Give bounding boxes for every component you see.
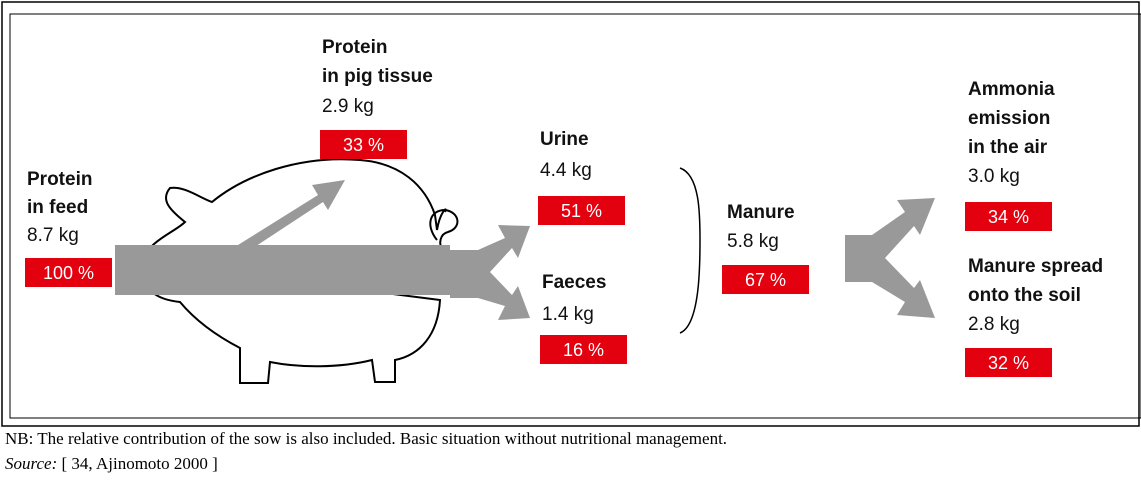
node-amount: 4.4 kg: [540, 160, 592, 181]
node-percent: 34 %: [988, 207, 1029, 227]
node-label: in feed: [27, 197, 88, 218]
node-label: Protein: [27, 169, 92, 190]
node-label: Manure: [727, 202, 795, 223]
node-amount: 3.0 kg: [968, 166, 1020, 187]
percent-box: [320, 130, 407, 159]
pig-outline: [138, 158, 447, 384]
flow-arrows: [115, 180, 935, 320]
source: Source: [ 34, Ajinomoto 2000 ]: [5, 454, 218, 473]
node-amount: 1.4 kg: [542, 304, 594, 325]
node-label: Faeces: [542, 272, 606, 293]
node-label: in the air: [968, 137, 1048, 158]
pig-tail: [429, 208, 459, 251]
node-label: Protein: [322, 37, 387, 58]
brace: [679, 167, 701, 334]
node-label: Manure spread: [968, 256, 1103, 277]
inner-frame: [9, 13, 1141, 419]
node-percent: 51 %: [561, 201, 602, 221]
node-amount: 2.8 kg: [968, 314, 1020, 335]
source-label: Source:: [5, 454, 57, 473]
node-percent: 67 %: [745, 270, 786, 290]
node-percent: 32 %: [988, 353, 1029, 373]
node-label: Ammonia: [968, 79, 1055, 100]
node-label: emission: [968, 108, 1050, 129]
frame: [1, 1, 1140, 427]
node-percent: 33 %: [343, 135, 384, 155]
node-percent: 16 %: [563, 340, 604, 360]
node-amount: 2.9 kg: [322, 96, 374, 117]
percent-box: [965, 348, 1052, 377]
percent-box: [25, 258, 112, 287]
node-amount: 8.7 kg: [27, 225, 79, 246]
percent-box: [538, 196, 625, 225]
source-text: [ 34, Ajinomoto 2000 ]: [57, 454, 218, 473]
node-amount: 5.8 kg: [727, 231, 779, 252]
percent-box: [965, 202, 1052, 231]
node-label: in pig tissue: [322, 66, 433, 87]
percent-box: [722, 265, 809, 294]
node-label: Urine: [540, 129, 589, 150]
percent-box: [540, 335, 627, 364]
note: NB: The relative contribution of the sow…: [5, 429, 727, 448]
node-label: onto the soil: [968, 285, 1081, 306]
node-percent: 100 %: [43, 263, 94, 283]
